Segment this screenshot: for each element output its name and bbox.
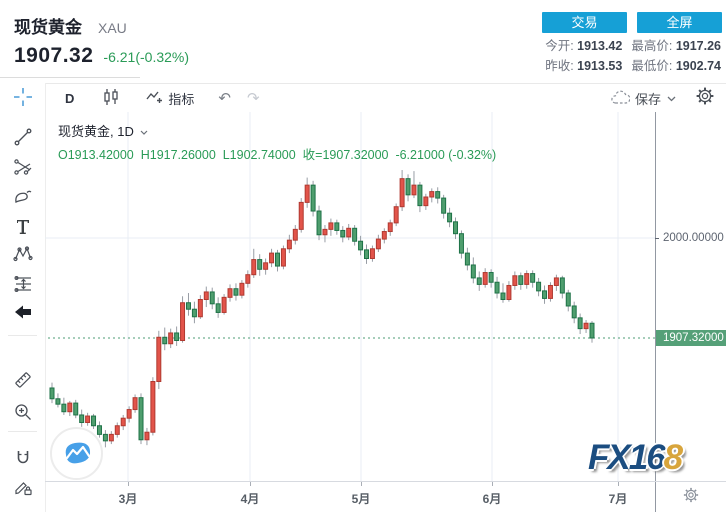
- time-tick-mark: [618, 482, 619, 486]
- price-change: -6.21(-0.32%): [103, 49, 190, 65]
- sidebar-tool-arrow[interactable]: [0, 301, 45, 327]
- xabcd-pattern-icon: [12, 244, 33, 269]
- time-tick-mark: [250, 482, 251, 486]
- brush-icon: [13, 187, 33, 212]
- current-price-label: 1907.32000: [656, 330, 726, 346]
- time-tick-label: 5月: [351, 492, 371, 506]
- arrow-icon: [13, 302, 33, 327]
- sidebar-tool-ruler[interactable]: [0, 369, 45, 395]
- header: 现货黄金 XAU 1907.32 -6.21(-0.32%) 交易 全屏 今开:…: [0, 0, 726, 83]
- save-menu-chevron-icon[interactable]: [667, 89, 676, 107]
- text-icon: [13, 216, 33, 241]
- divider: [8, 335, 37, 336]
- prev-close-value: 1913.53: [577, 59, 623, 73]
- divider: [45, 83, 46, 512]
- sidebar-tool-pitchfork[interactable]: [0, 156, 45, 182]
- fx168-logo: FX168: [588, 438, 683, 477]
- time-tick-label: 6月: [482, 492, 502, 506]
- price-axis[interactable]: 2000.00000 1907.32000: [655, 112, 726, 481]
- daily-stats: 今开: 1913.42 最高价: 1917.26 昨收: 1913.53 最低价…: [545, 36, 721, 76]
- time-tick-mark: [361, 482, 362, 486]
- zoom-in-icon: [13, 402, 33, 427]
- time-tick-label: 3月: [118, 492, 138, 506]
- candlestick-chart[interactable]: [45, 112, 655, 481]
- sidebar-tool-magnet[interactable]: [0, 447, 45, 473]
- undo-icon: ↶: [218, 90, 231, 107]
- interval-button[interactable]: D: [65, 90, 75, 106]
- prev-close-label: 昨收:: [545, 59, 574, 73]
- legend-symbol-interval: 现货黄金, 1D: [58, 124, 134, 139]
- settings-gear-icon[interactable]: [696, 87, 714, 110]
- symbol-logo-watermark: [50, 427, 103, 480]
- pitchfork-icon: [13, 157, 33, 182]
- axis-settings-button[interactable]: [656, 482, 726, 512]
- last-price: 1907.32: [14, 44, 94, 67]
- divider: [0, 77, 140, 78]
- high-value: 1917.26: [675, 39, 721, 53]
- time-tick-mark: [492, 482, 493, 486]
- time-tick-mark: [128, 482, 129, 486]
- magnet-icon: [13, 448, 33, 473]
- fullscreen-button[interactable]: 全屏: [637, 12, 722, 33]
- redo-icon: ↷: [246, 90, 260, 107]
- redo-button[interactable]: ↷: [241, 89, 266, 107]
- chart-type-button[interactable]: [96, 88, 126, 109]
- legend-chevron-icon: [140, 123, 148, 138]
- indicators-label: 指标: [168, 91, 195, 107]
- sidebar-tool-drawing-lock[interactable]: [0, 476, 45, 502]
- price-tick-mark: [655, 238, 659, 239]
- symbol-name: 现货黄金: [14, 18, 82, 37]
- time-axis[interactable]: 3月 4月 5月 6月 7月: [45, 481, 655, 512]
- low-value: 1902.74: [675, 59, 721, 73]
- divider: [8, 431, 37, 432]
- time-tick-label: 4月: [240, 492, 260, 506]
- trade-button[interactable]: 交易: [542, 12, 627, 33]
- divider: [45, 481, 726, 482]
- axis-gear-icon: [683, 487, 699, 508]
- save-label: 保存: [634, 91, 661, 107]
- sidebar-tool-zoom-in[interactable]: [0, 401, 45, 427]
- undo-button[interactable]: ↶: [212, 89, 237, 107]
- price-tick-label: 2000.00000: [663, 232, 724, 244]
- crosshair-icon: [13, 87, 33, 112]
- sidebar-tool-xabcd-pattern[interactable]: [0, 243, 45, 269]
- divider: [0, 83, 726, 84]
- low-label: 最低价:: [631, 59, 673, 73]
- sidebar-tool-crosshair[interactable]: [0, 86, 45, 112]
- indicator-squiggle-icon: [146, 89, 164, 108]
- sidebar-tool-trend-line[interactable]: [0, 126, 45, 152]
- long-short-position-icon: [13, 274, 33, 299]
- chart-toolbar: D 指标 ↶ ↷ 保存: [45, 84, 726, 112]
- fx168-logo-text: FX16: [588, 438, 666, 477]
- candlestick-style-icon: [102, 88, 120, 109]
- chart-legend[interactable]: 现货黄金, 1D: [58, 121, 148, 140]
- symbol-code: XAU: [98, 20, 127, 36]
- save-button[interactable]: 保存: [610, 89, 661, 108]
- ruler-icon: [13, 370, 33, 395]
- sidebar-tool-long-short-position[interactable]: [0, 273, 45, 299]
- time-tick-label: 7月: [608, 492, 628, 506]
- cloud-icon: [610, 89, 631, 108]
- sidebar-tool-text[interactable]: [0, 215, 45, 241]
- trend-line-icon: [13, 127, 33, 152]
- drawing-lock-icon: [13, 477, 33, 502]
- open-value: 1913.42: [577, 39, 623, 53]
- sidebar-tool-brush[interactable]: [0, 186, 45, 212]
- drawing-tools-sidebar: [0, 83, 45, 512]
- open-label: 今开:: [545, 39, 574, 53]
- indicators-button[interactable]: 指标: [140, 89, 200, 108]
- divider: [655, 112, 656, 512]
- high-label: 最高价:: [631, 39, 673, 53]
- legend-ohlc-values: O1913.42000 H1917.26000 L1902.74000 收=19…: [58, 148, 497, 162]
